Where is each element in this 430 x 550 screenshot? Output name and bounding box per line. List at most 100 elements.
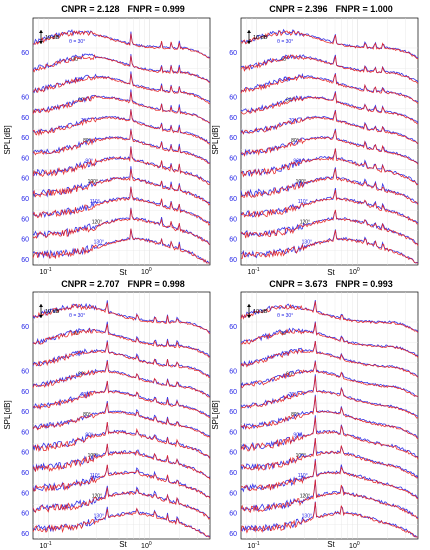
spectrum-red xyxy=(240,168,419,206)
angle-label: 50° xyxy=(283,351,291,357)
angle-label: 80° xyxy=(83,412,91,418)
spectrum-red xyxy=(32,422,211,459)
spectrum-red xyxy=(240,301,419,333)
x-tick-exponent: -1 xyxy=(255,267,260,273)
spectrum-red xyxy=(32,146,211,185)
panel-4-axes xyxy=(240,291,419,540)
panel-1: CNPR = 2.128 FNPR = 0.999 SPL[dB] St 10-1… xyxy=(3,4,211,277)
spectrum-red xyxy=(240,110,419,145)
level-tick-60: 60 xyxy=(21,50,29,57)
level-tick-60: 60 xyxy=(21,196,29,203)
scale-bar-arrow-down xyxy=(247,315,251,318)
level-tick-60: 60 xyxy=(21,216,29,223)
x-tick-exponent: -1 xyxy=(255,541,260,547)
spectrum-blue xyxy=(32,422,211,460)
angle-label: θ = 30° xyxy=(277,313,293,319)
panel-3-axes xyxy=(32,291,211,540)
spectrum-red xyxy=(32,380,211,419)
spectrum-red xyxy=(240,30,419,60)
spectrum-blue xyxy=(32,300,211,333)
angle-label: θ = 30° xyxy=(69,313,85,319)
level-tick-60: 60 xyxy=(229,531,237,538)
level-tick-60: 60 xyxy=(21,389,29,396)
spectrum-blue xyxy=(240,394,419,438)
angle-label: 120° xyxy=(300,493,310,499)
angle-label: 40° xyxy=(280,57,288,63)
panel-3-xlabel: St xyxy=(119,540,127,549)
spectrum-blue xyxy=(32,321,211,358)
level-tick-60: 60 xyxy=(21,429,29,436)
angle-label: 120° xyxy=(92,219,102,225)
angle-label: 80° xyxy=(291,138,299,144)
scale-bar-label: 10 dB xyxy=(45,309,60,315)
spectrum-red xyxy=(32,129,211,164)
panel-4-xlabel: St xyxy=(327,540,335,549)
spectrum-red xyxy=(240,322,419,359)
angle-label: 40° xyxy=(72,331,80,337)
angle-label: 70° xyxy=(81,118,89,124)
x-tick-label: 100 xyxy=(141,541,152,550)
spectrum-red xyxy=(240,92,419,125)
scale-bar-label: 10 dB xyxy=(45,35,60,41)
x-tick-label: 10-1 xyxy=(39,541,51,550)
spectrum-red xyxy=(240,209,419,246)
angle-label: 60° xyxy=(286,372,294,378)
level-tick-60: 60 xyxy=(21,155,29,162)
spectrum-red xyxy=(32,54,211,83)
x-tick-exponent: 0 xyxy=(357,541,360,547)
level-tick-60: 60 xyxy=(21,237,29,244)
panel-2-title: CNPR = 2.396 FNPR = 1.000 xyxy=(269,4,393,14)
spectrum-red xyxy=(240,479,419,519)
angle-label: 110° xyxy=(90,473,100,479)
level-tick-60: 60 xyxy=(21,115,29,122)
spectrum-red xyxy=(32,507,210,538)
angle-label: 60° xyxy=(78,98,86,104)
x-tick-exponent: -1 xyxy=(47,541,52,547)
angle-label: 130° xyxy=(94,514,104,520)
spectrum-red xyxy=(240,376,419,419)
panel-4-title: CNPR = 3.673 FNPR = 0.993 xyxy=(269,279,393,289)
scale-bar-arrow-down xyxy=(247,41,251,44)
level-tick-60: 60 xyxy=(229,95,237,102)
spectrum-red xyxy=(32,91,211,124)
spectrum-red xyxy=(240,230,418,264)
spectrum-red xyxy=(32,464,211,499)
spectrum-red xyxy=(32,186,211,226)
level-tick-60: 60 xyxy=(229,450,237,457)
scale-bar-arrow-up xyxy=(39,30,43,33)
spectrum-red xyxy=(32,168,211,206)
spectrum-blue xyxy=(240,321,419,357)
scale-bar-label: 10 dB xyxy=(253,309,268,315)
panel-1-xlabel: St xyxy=(119,268,127,277)
level-tick-60: 60 xyxy=(229,490,237,497)
spectrum-blue xyxy=(240,374,419,417)
level-tick-60: 60 xyxy=(229,196,237,203)
x-tick-label: 10-1 xyxy=(247,541,259,550)
angle-label: 130° xyxy=(302,514,312,520)
angle-label: 90° xyxy=(85,158,93,164)
angle-label: 130° xyxy=(302,240,312,246)
level-tick-60: 60 xyxy=(229,409,237,416)
spectrum-blue xyxy=(240,167,419,204)
level-tick-60: 60 xyxy=(21,470,29,477)
spectrum-red xyxy=(240,190,419,225)
level-tick-60: 60 xyxy=(21,324,29,331)
x-tick-label: 10-1 xyxy=(39,267,51,276)
panel-2-axes xyxy=(240,17,419,266)
spectrum-blue xyxy=(32,464,210,497)
spectrum-blue xyxy=(32,53,210,82)
scale-bar-arrow-up xyxy=(247,304,251,307)
level-tick-60: 60 xyxy=(229,257,237,264)
spectrum-blue xyxy=(240,415,419,458)
spectrum-red xyxy=(240,502,418,538)
angle-label: 120° xyxy=(92,493,102,499)
spectrum-blue xyxy=(32,29,211,59)
level-tick-60: 60 xyxy=(229,115,237,122)
panel-4: CNPR = 3.673 FNPR = 0.993 SPL[dB] St 10-1… xyxy=(211,279,419,550)
x-tick-label: 100 xyxy=(349,541,360,550)
level-tick-60: 60 xyxy=(21,176,29,183)
x-tick-exponent: 0 xyxy=(357,267,360,273)
level-tick-60: 60 xyxy=(229,511,237,518)
scale-bar-arrow-down xyxy=(39,315,43,318)
panel-2-ylabel: SPL[dB] xyxy=(211,125,220,154)
